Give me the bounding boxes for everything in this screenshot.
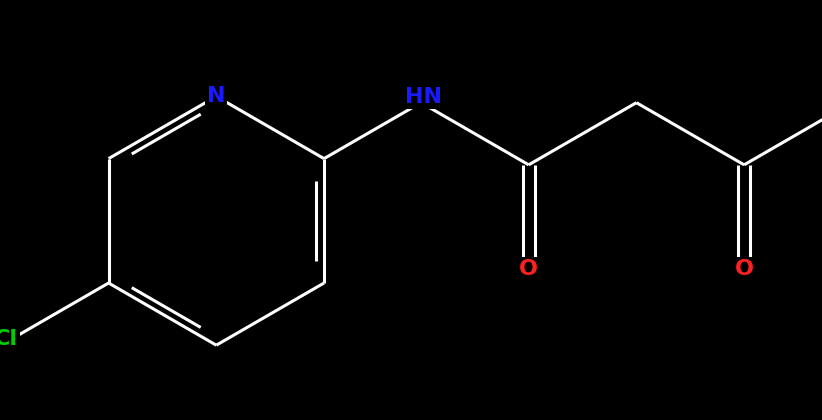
Text: O: O [520,259,538,279]
Text: Cl: Cl [0,329,18,349]
Text: HN: HN [404,87,441,107]
Text: O: O [735,259,754,279]
Text: N: N [207,87,225,106]
